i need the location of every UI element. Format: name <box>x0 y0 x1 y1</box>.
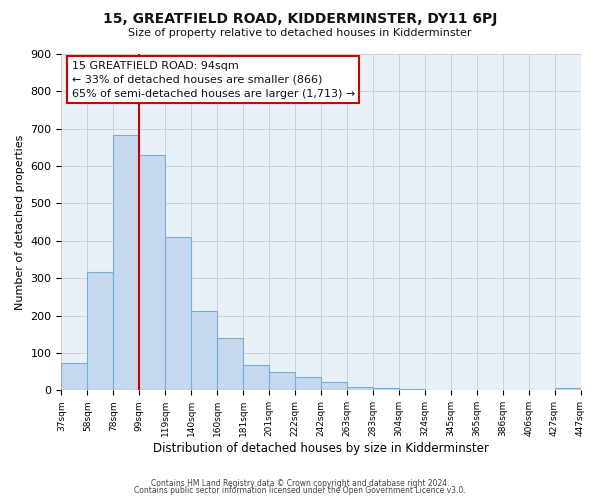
Text: 15 GREATFIELD ROAD: 94sqm
← 33% of detached houses are smaller (866)
65% of semi: 15 GREATFIELD ROAD: 94sqm ← 33% of detac… <box>72 60 355 98</box>
Text: Contains public sector information licensed under the Open Government Licence v3: Contains public sector information licen… <box>134 486 466 495</box>
Bar <box>165 236 191 390</box>
Bar <box>321 382 347 390</box>
Bar <box>269 372 295 390</box>
Bar <box>399 389 425 390</box>
Text: 15, GREATFIELD ROAD, KIDDERMINSTER, DY11 6PJ: 15, GREATFIELD ROAD, KIDDERMINSTER, DY11… <box>103 12 497 26</box>
Text: Contains HM Land Registry data © Crown copyright and database right 2024.: Contains HM Land Registry data © Crown c… <box>151 478 449 488</box>
Bar <box>347 386 373 390</box>
Y-axis label: Number of detached properties: Number of detached properties <box>15 134 25 310</box>
Bar <box>554 388 581 390</box>
Text: Size of property relative to detached houses in Kidderminster: Size of property relative to detached ho… <box>128 28 472 38</box>
Bar <box>217 338 243 390</box>
Bar <box>139 155 165 390</box>
Bar <box>61 364 88 390</box>
Bar <box>191 312 217 390</box>
X-axis label: Distribution of detached houses by size in Kidderminster: Distribution of detached houses by size … <box>153 442 489 455</box>
Bar <box>243 365 269 390</box>
Bar <box>88 272 113 390</box>
Bar <box>295 377 321 390</box>
Bar <box>373 388 399 390</box>
Bar <box>113 135 139 390</box>
